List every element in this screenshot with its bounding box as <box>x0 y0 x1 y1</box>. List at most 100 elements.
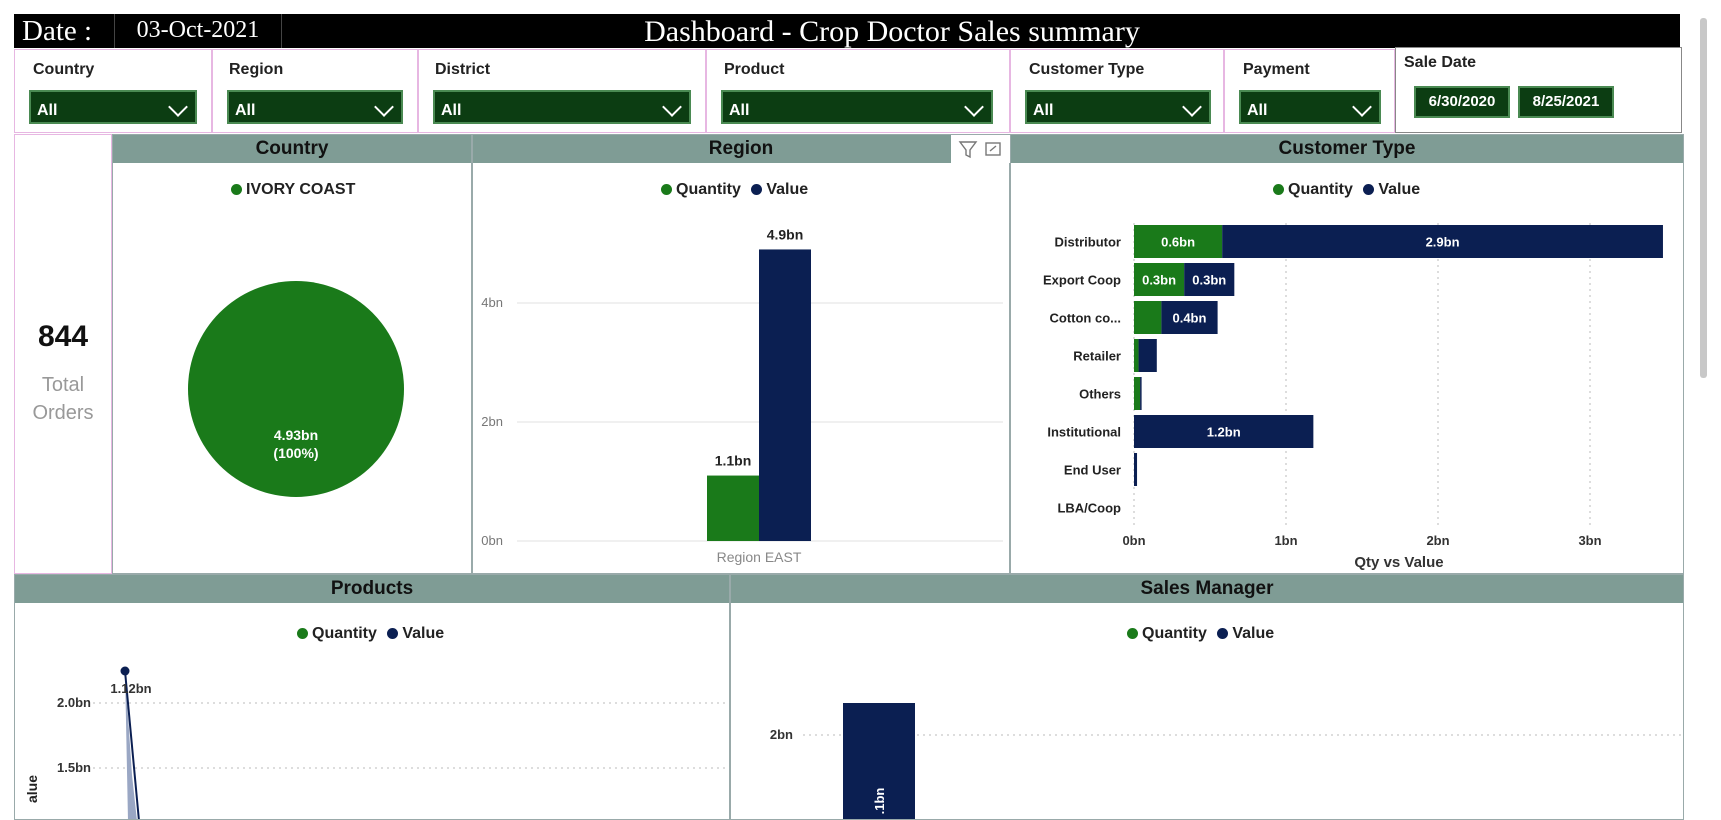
legend-dot <box>231 184 242 196</box>
payment-dropdown[interactable]: All <box>1239 90 1381 124</box>
bar-value[interactable] <box>759 249 811 541</box>
total-orders-label-line2: Orders <box>32 402 94 424</box>
legend-dot-value <box>1363 184 1375 196</box>
bar-quantity[interactable] <box>1134 339 1139 372</box>
country-slicer: Country All <box>14 49 212 133</box>
legend-quantity: Quantity <box>1142 625 1207 642</box>
bar-quantity[interactable] <box>1134 301 1162 334</box>
series-line-value <box>124 670 140 819</box>
customer-type-dropdown[interactable]: All <box>1025 90 1211 124</box>
filter-icon[interactable] <box>958 141 978 159</box>
products-chart-panel: Products Quantity Value 2.0bn 1.5bn alue… <box>14 574 730 820</box>
chevron-down-icon <box>662 97 682 117</box>
bar-value[interactable] <box>1222 225 1663 258</box>
product-slicer-label: Product <box>724 61 785 78</box>
category-label: Institutional <box>1047 425 1121 440</box>
sale-date-end[interactable]: 8/25/2021 <box>1518 86 1614 118</box>
region-dropdown[interactable]: All <box>227 90 403 124</box>
y-tick-label: 4bn <box>481 295 503 310</box>
y-axis-label: alue <box>24 775 40 803</box>
y-tick-label: 1.5bn <box>57 760 91 775</box>
total-orders-card: 844 Total Orders <box>14 134 112 574</box>
bar-quantity[interactable] <box>1134 263 1185 296</box>
bar-value-label: 1.2bn <box>1207 425 1241 440</box>
products-chart-title: Products <box>15 575 729 603</box>
pie-slice-percent-label: (100%) <box>273 445 318 461</box>
legend-dot-quantity <box>297 628 308 640</box>
district-dropdown-value: All <box>441 102 462 119</box>
area-fill <box>125 671 137 819</box>
legend-dot-quantity <box>1273 184 1284 196</box>
bar-value[interactable] <box>1184 263 1235 296</box>
bar-value[interactable] <box>1161 301 1218 334</box>
total-orders-label-line1: Total <box>41 374 85 396</box>
bar-value[interactable] <box>1140 377 1142 410</box>
region-bar-svg: 4bn 2bn 0bn 1.1bn 4.9bn Region EAST <box>481 226 1003 565</box>
sale-date-start[interactable]: 6/30/2020 <box>1414 86 1510 118</box>
category-label: Cotton co... <box>1050 311 1122 326</box>
bar-value-label: 4.9bn <box>767 226 804 242</box>
focus-mode-icon[interactable] <box>985 142 1001 156</box>
legend-value: Value <box>766 181 809 198</box>
region-slicer: Region All <box>212 49 418 133</box>
x-tick-label: 1bn <box>1274 533 1297 548</box>
chevron-down-icon <box>374 97 394 117</box>
district-dropdown[interactable]: All <box>433 90 691 124</box>
total-orders-label: Total Orders <box>15 371 111 427</box>
bar-quantity[interactable] <box>707 475 759 541</box>
pie-slice-ivory-coast[interactable] <box>188 281 404 497</box>
country-legend: IVORY COAST <box>225 181 355 199</box>
product-slicer: Product All <box>706 49 1010 133</box>
customer-type-slicer-label: Customer Type <box>1029 61 1145 78</box>
customer-type-chart-title: Customer Type <box>1011 135 1683 163</box>
country-slicer-label: Country <box>33 61 95 78</box>
legend-value: Value <box>1232 625 1275 642</box>
legend-dot-quantity <box>1127 628 1138 640</box>
customer-type-dropdown-value: All <box>1033 102 1054 119</box>
y-tick-label: 2bn <box>770 727 793 742</box>
bar-quantity[interactable] <box>1134 225 1223 258</box>
category-label: Export Coop <box>1043 273 1121 288</box>
country-dropdown[interactable]: All <box>29 90 197 124</box>
country-dropdown-value: All <box>37 102 58 119</box>
product-dropdown-value: All <box>729 102 750 119</box>
bar-value-label: 0.4bn <box>1172 311 1206 326</box>
x-tick-label: 0bn <box>1122 533 1145 548</box>
bar-value-label: .1bn <box>872 788 887 815</box>
legend-quantity: Quantity <box>1288 181 1353 198</box>
region-chart-title: Region <box>473 135 1009 163</box>
data-point-value[interactable] <box>120 666 130 676</box>
sale-date-slicer: Sale Date 6/30/2020 8/25/2021 <box>1395 47 1682 133</box>
bar-value[interactable] <box>1134 453 1138 486</box>
bar-quantity-label: 0.6bn <box>1161 235 1195 250</box>
legend-quantity: Quantity <box>676 181 741 198</box>
district-slicer: District All <box>418 49 706 133</box>
legend-dot-quantity <box>661 184 672 196</box>
category-label: LBA/Coop <box>1057 501 1121 516</box>
y-tick-label: 2bn <box>481 414 503 429</box>
country-chart-title: Country <box>113 135 471 163</box>
category-label: Retailer <box>1073 349 1121 364</box>
region-legend: Quantity Value <box>655 181 808 199</box>
date-label: Date : <box>22 15 93 47</box>
customer-type-legend: Quantity Value <box>1267 181 1420 199</box>
x-tick-label: 3bn <box>1578 533 1601 548</box>
vertical-scrollbar[interactable] <box>1700 18 1707 378</box>
bar-value[interactable] <box>1134 415 1314 448</box>
legend-dot-value <box>387 628 399 640</box>
total-orders-value: 844 <box>37 320 89 353</box>
sales-manager-legend: Quantity Value <box>1121 625 1274 643</box>
bar-quantity-label: 1.1bn <box>715 453 752 469</box>
chevron-down-icon <box>964 97 984 117</box>
region-chart-panel: Region Quantity Value 4bn 2bn 0bn 1.1bn … <box>472 134 1011 574</box>
product-dropdown[interactable]: All <box>721 90 993 124</box>
customer-type-bar-svg: 0bn 1bn 2bn 3bn Qty vs Value Distributor 0.6bn… <box>1043 223 1663 571</box>
legend-quantity: Quantity <box>312 625 377 642</box>
chevron-down-icon <box>168 97 188 117</box>
bar-value-label: 2.9bn <box>1426 235 1460 250</box>
bar-value[interactable] <box>1138 339 1157 372</box>
sales-manager-chart-panel: Sales Manager Quantity Value 2bn .1bn <box>730 574 1684 820</box>
bar-quantity[interactable] <box>1134 377 1141 410</box>
sale-date-label: Sale Date <box>1404 54 1477 71</box>
bar-value[interactable] <box>843 703 915 819</box>
